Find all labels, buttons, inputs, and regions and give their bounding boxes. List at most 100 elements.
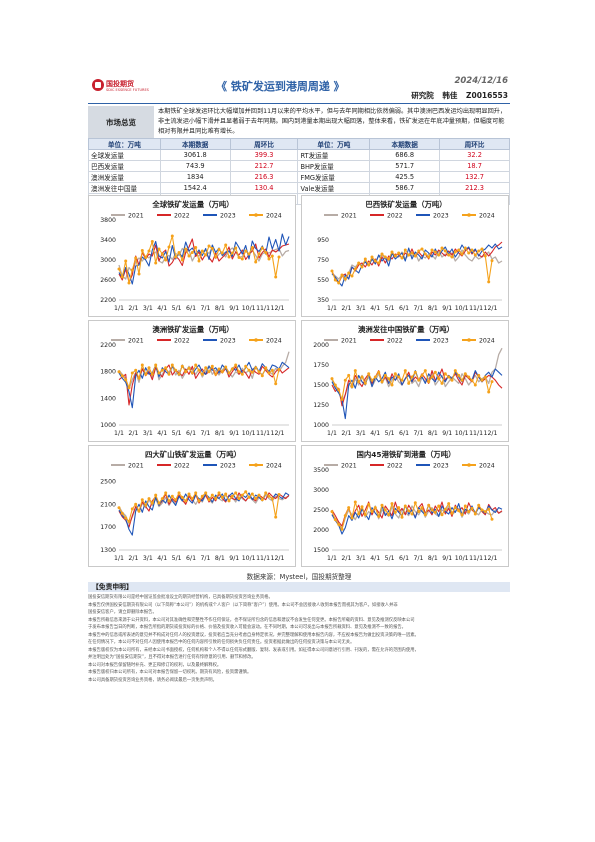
x-tick-label: 7/1 bbox=[413, 305, 423, 312]
table-cell-r-val: 686.8 bbox=[369, 149, 441, 161]
data-point-2024 bbox=[430, 508, 434, 512]
x-tick-label: 10/1 bbox=[242, 555, 256, 562]
data-point-2024 bbox=[490, 259, 494, 263]
data-point-2024 bbox=[134, 368, 138, 372]
data-point-2024 bbox=[120, 275, 124, 279]
data-point-2024 bbox=[433, 370, 437, 374]
data-point-2024 bbox=[330, 377, 334, 381]
legend-label: 2022 bbox=[387, 338, 403, 345]
data-point-2024 bbox=[390, 383, 394, 387]
data-point-2024 bbox=[227, 255, 231, 259]
data-point-2024 bbox=[130, 371, 134, 375]
company-logo: 国投期货 SDIC ESSENCE FUTURES bbox=[92, 78, 149, 96]
data-point-2024 bbox=[430, 375, 434, 379]
chart-title: 澳洲铁矿发运量（万吨） bbox=[152, 325, 233, 334]
data-point-2024 bbox=[187, 492, 191, 496]
table-header: 本期数据 bbox=[369, 138, 441, 150]
x-tick-label: 7/1 bbox=[200, 305, 210, 312]
x-tick-label: 8/1 bbox=[428, 305, 438, 312]
data-point-2024 bbox=[423, 369, 427, 373]
x-tick-label: 4/1 bbox=[157, 555, 167, 562]
data-point-2024 bbox=[360, 505, 364, 509]
data-point-2024 bbox=[127, 386, 131, 390]
data-point-2024 bbox=[403, 248, 407, 252]
data-point-2024 bbox=[130, 268, 134, 272]
x-tick-label: 11/1 bbox=[256, 430, 270, 437]
x-tick-label: 7/1 bbox=[200, 555, 210, 562]
data-point-2024 bbox=[380, 380, 384, 384]
data-point-2024 bbox=[370, 378, 374, 382]
series-line-2023 bbox=[118, 361, 290, 409]
data-point-2024 bbox=[154, 363, 158, 367]
data-point-2024 bbox=[220, 370, 224, 374]
data-point-2024 bbox=[214, 372, 218, 376]
data-point-2024 bbox=[347, 271, 351, 275]
data-point-2024 bbox=[383, 508, 387, 512]
data-point-2024 bbox=[167, 245, 171, 249]
data-point-2024 bbox=[397, 251, 401, 255]
data-point-2024 bbox=[277, 367, 281, 371]
x-tick-label: 10/1 bbox=[455, 430, 469, 437]
table-cell-r-chg: 132.7 bbox=[439, 171, 510, 183]
x-tick-label: 3/1 bbox=[143, 305, 153, 312]
data-point-2024 bbox=[353, 369, 357, 373]
data-point-2024 bbox=[477, 373, 481, 377]
data-point-2024 bbox=[234, 363, 238, 367]
x-tick-label: 10/1 bbox=[455, 305, 469, 312]
data-point-2024 bbox=[137, 376, 141, 380]
data-point-2024 bbox=[387, 513, 391, 517]
data-point-2024 bbox=[460, 252, 464, 256]
data-point-2024 bbox=[363, 513, 367, 517]
data-point-2024 bbox=[400, 256, 404, 260]
data-point-2024 bbox=[204, 491, 208, 495]
x-tick-label: 3/1 bbox=[356, 555, 366, 562]
data-point-2024 bbox=[460, 513, 464, 517]
data-point-2024 bbox=[380, 503, 384, 507]
data-point-2024 bbox=[373, 375, 377, 379]
data-point-2024 bbox=[217, 248, 221, 251]
y-tick-label: 350 bbox=[317, 297, 329, 304]
x-tick-label: 9/1 bbox=[229, 305, 239, 312]
disclaimer-line: 国投安信客户，请立即删除本报告。 bbox=[88, 610, 157, 615]
legend-label: 2021 bbox=[128, 213, 144, 220]
logo-subtext: SDIC ESSENCE FUTURES bbox=[106, 88, 149, 92]
data-point-2024 bbox=[427, 255, 431, 259]
data-point-2024 bbox=[413, 501, 417, 505]
data-point-2024 bbox=[377, 514, 381, 518]
data-point-2024 bbox=[230, 494, 234, 498]
data-point-2024 bbox=[270, 254, 274, 258]
data-point-2024 bbox=[120, 374, 124, 378]
data-point-2024 bbox=[407, 253, 411, 257]
table-cell-r-chg: 32.2 bbox=[439, 149, 510, 161]
data-point-2024 bbox=[447, 502, 451, 506]
data-point-2024 bbox=[180, 364, 184, 368]
legend-label: 2022 bbox=[174, 213, 190, 220]
legend-label: 2023 bbox=[433, 463, 449, 470]
data-point-2024 bbox=[467, 510, 471, 514]
data-point-2024 bbox=[154, 261, 158, 265]
data-point-2024 bbox=[260, 374, 264, 378]
legend-marker bbox=[467, 463, 471, 467]
x-tick-label: 3/1 bbox=[356, 305, 366, 312]
data-point-2024 bbox=[197, 368, 201, 372]
x-tick-label: 2/1 bbox=[341, 430, 351, 437]
data-point-2024 bbox=[204, 366, 208, 370]
y-tick-label: 1250 bbox=[313, 402, 329, 409]
data-point-2024 bbox=[244, 364, 248, 368]
data-point-2024 bbox=[267, 257, 271, 261]
data-point-2024 bbox=[240, 493, 244, 497]
data-point-2024 bbox=[363, 381, 367, 385]
y-tick-label: 1800 bbox=[100, 369, 116, 376]
data-point-2024 bbox=[174, 368, 178, 372]
data-source: 数据来源：Mysteel，国投期货整理 bbox=[246, 573, 352, 581]
data-point-2024 bbox=[417, 378, 421, 382]
y-tick-label: 3000 bbox=[100, 257, 116, 264]
data-point-2024 bbox=[190, 251, 194, 254]
x-tick-label: 4/1 bbox=[370, 430, 380, 437]
data-point-2024 bbox=[367, 263, 371, 267]
data-point-2024 bbox=[210, 247, 214, 250]
legend-label: 2024 bbox=[479, 213, 495, 220]
legend-label: 2023 bbox=[220, 213, 236, 220]
data-point-2024 bbox=[403, 504, 407, 508]
data-point-2024 bbox=[480, 508, 484, 512]
